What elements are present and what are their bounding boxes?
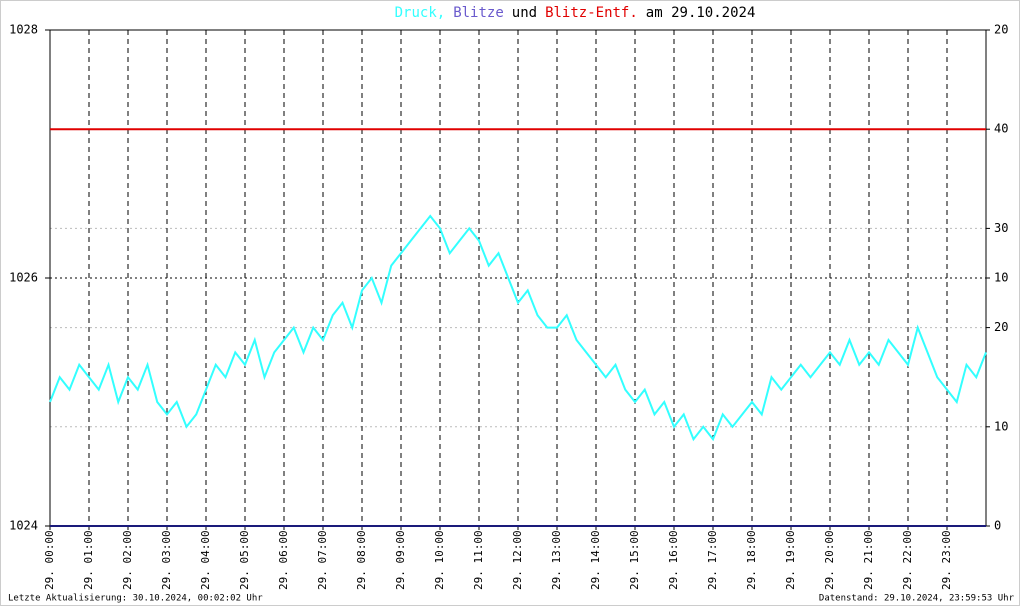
x-tick-label: 29. 01:00: [82, 530, 95, 590]
x-tick-label: 29. 13:00: [550, 530, 563, 590]
x-tick-label: 29. 04:00: [199, 530, 212, 590]
title-part: Druck,: [395, 5, 446, 21]
x-tick-label: 29. 12:00: [511, 530, 524, 590]
y-tick-label: 1024: [9, 519, 38, 533]
y2-tick-label: 10: [994, 419, 1008, 433]
x-tick-label: 29. 23:00: [940, 530, 953, 590]
x-tick-label: 29. 08:00: [355, 530, 368, 590]
x-tick-label: 29. 18:00: [745, 530, 758, 590]
x-tick-label: 29. 14:00: [589, 530, 602, 590]
x-tick-label: 29. 15:00: [628, 530, 641, 590]
title-part: Blitze: [453, 5, 504, 21]
x-tick-label: 29. 22:00: [901, 530, 914, 590]
x-tick-label: 29. 16:00: [667, 530, 680, 590]
y-tick-label: 1026: [9, 271, 38, 285]
title-part: Blitz-Entf.: [545, 5, 638, 21]
y3-tick-label: 20: [994, 23, 1008, 37]
x-tick-label: 29. 07:00: [316, 530, 329, 590]
title-part: und: [512, 5, 537, 21]
x-tick-label: 29. 10:00: [433, 530, 446, 590]
x-tick-label: 29. 06:00: [277, 530, 290, 590]
y2-tick-label: 20: [994, 320, 1008, 334]
footer-left: Letzte Aktualisierung: 30.10.2024, 00:02…: [8, 594, 263, 604]
footer-right: Datenstand: 29.10.2024, 23:59:53 Uhr: [819, 594, 1015, 604]
x-tick-label: 29. 19:00: [784, 530, 797, 590]
chart-title: Druck, Blitze und Blitz-Entf. am 29.10.2024: [395, 5, 756, 21]
title-part: am 29.10.2024: [646, 5, 756, 21]
y2-tick-label: 40: [994, 122, 1008, 136]
x-tick-label: 29. 03:00: [160, 530, 173, 590]
x-tick-label: 29. 02:00: [121, 530, 134, 590]
y2-tick-label: 0: [994, 519, 1001, 533]
x-tick-label: 29. 17:00: [706, 530, 719, 590]
x-tick-label: 29. 00:00: [43, 530, 56, 590]
y2-tick-label: 30: [994, 221, 1008, 235]
x-tick-label: 29. 21:00: [862, 530, 875, 590]
series-line: [49, 214, 987, 442]
x-tick-label: 29. 05:00: [238, 530, 251, 590]
y3-tick-label: 10: [994, 271, 1008, 285]
x-tick-label: 29. 09:00: [394, 530, 407, 590]
x-tick-label: 29. 20:00: [823, 530, 836, 590]
x-tick-label: 29. 11:00: [472, 530, 485, 590]
y-tick-label: 1028: [9, 23, 38, 37]
